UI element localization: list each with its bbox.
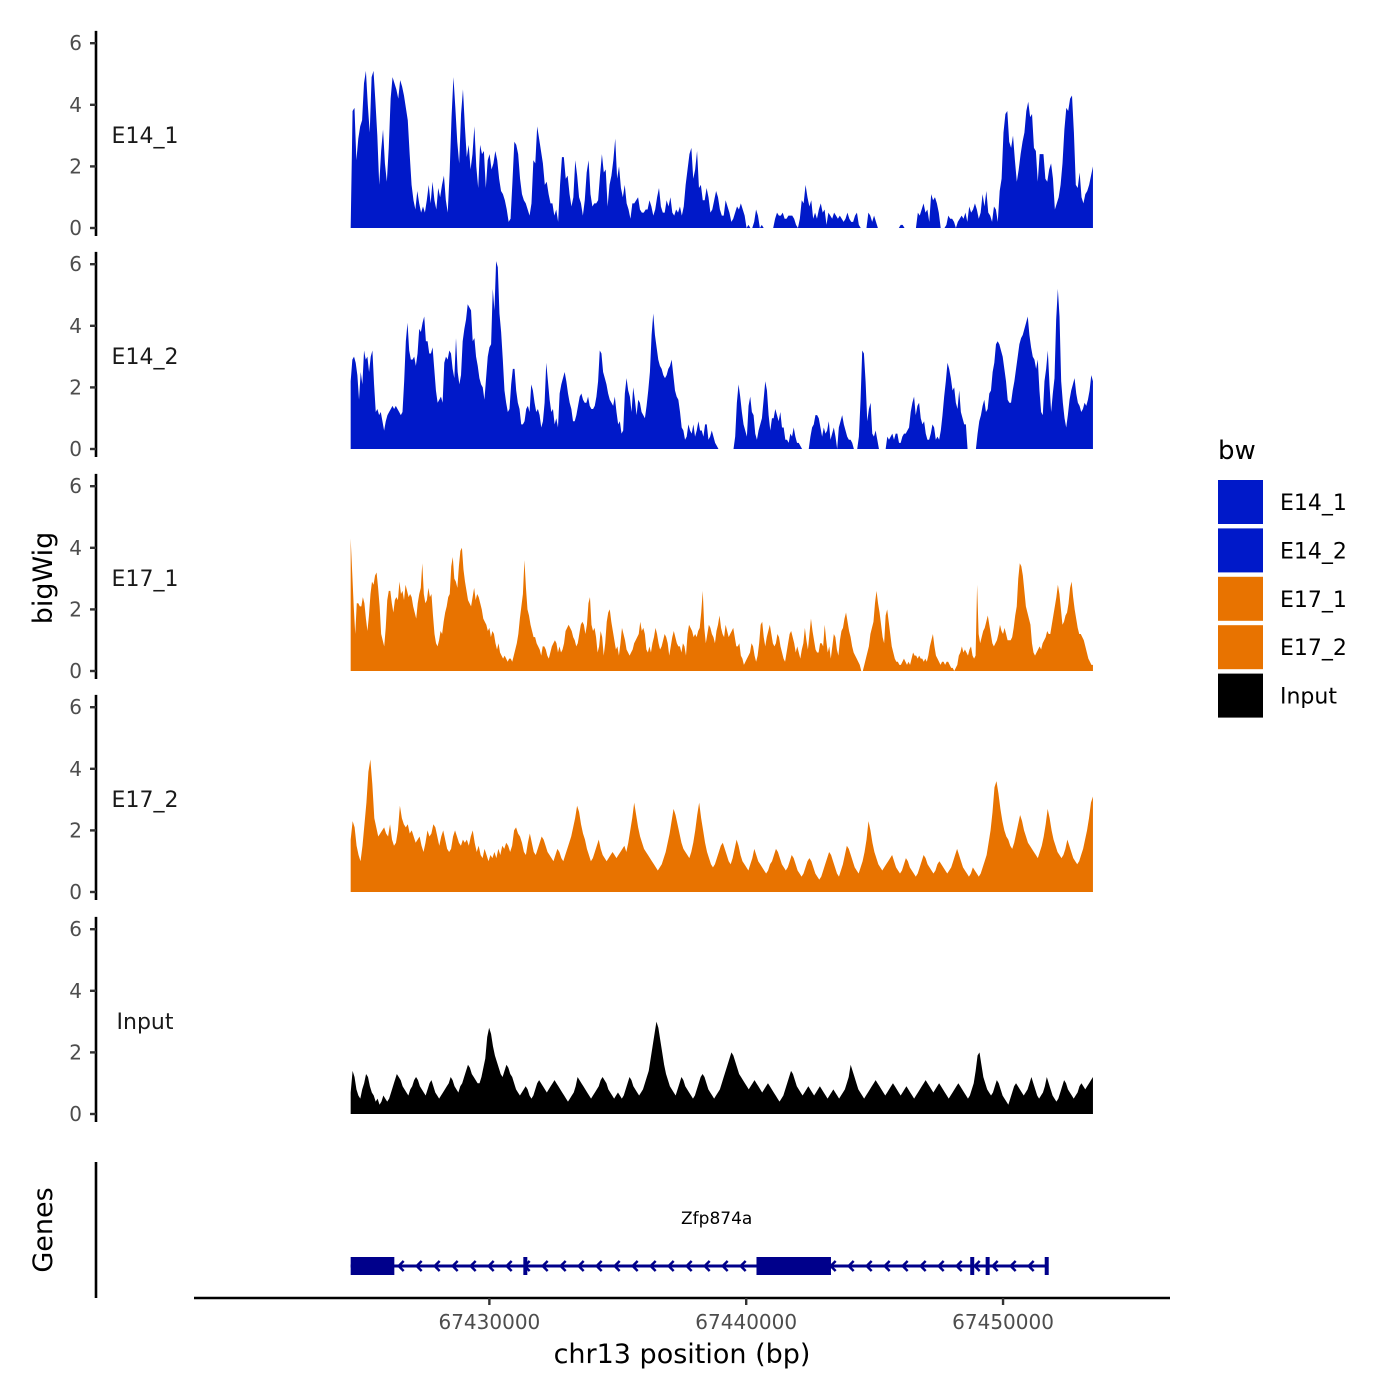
gene-exon-block: [350, 1257, 395, 1275]
gene-exon-mark: [985, 1257, 990, 1275]
legend-title: bw: [1218, 436, 1256, 466]
y-tick-label: 4: [69, 757, 82, 781]
gene-strand-arrow: [594, 1260, 603, 1272]
legend-label-E17_1: E17_1: [1280, 588, 1347, 613]
gene-strand-arrow: [720, 1260, 729, 1272]
y-tick-label: 2: [69, 597, 82, 621]
y-tick-label: 6: [69, 252, 82, 276]
y-tick-label: 4: [69, 93, 82, 117]
gene-strand-arrow: [630, 1260, 639, 1272]
legend-label-E14_2: E14_2: [1280, 539, 1347, 564]
y-tick-label: 2: [69, 1040, 82, 1064]
x-tick-label: 67440000: [695, 1310, 797, 1334]
gene-strand-arrow: [990, 1260, 999, 1272]
gene-strand-arrow: [396, 1260, 405, 1272]
x-tick-label: 67430000: [438, 1310, 540, 1334]
gene-strand-arrow: [468, 1260, 477, 1272]
legend-label-Input: Input: [1280, 685, 1337, 710]
signal-area-E14_2: [350, 261, 1093, 449]
signal-area-E17_1: [350, 538, 1093, 671]
x-axis: chr13 position (bp) 67430000 67440000 6745…: [194, 1296, 1170, 1370]
gene-exon-mark: [523, 1257, 528, 1275]
gene-strand-arrow: [864, 1260, 873, 1272]
y-tick-label: 4: [69, 979, 82, 1003]
y-tick-label: 4: [69, 314, 82, 338]
y-tick-label: 0: [69, 1102, 82, 1126]
gene-strand-arrow: [918, 1260, 927, 1272]
y-tick-label: 0: [69, 880, 82, 904]
track-label-E17_2: E17_2: [112, 788, 179, 813]
gene-strand-arrow: [702, 1260, 711, 1272]
track-E17_1: 0 2 4 6 E17_1: [69, 473, 1093, 683]
gene-strand-arrow: [486, 1260, 495, 1272]
y-tick-label: 6: [69, 31, 82, 55]
gene-strand-arrow: [1026, 1260, 1035, 1272]
gene-strand-arrow: [612, 1260, 621, 1272]
legend-label-E17_2: E17_2: [1280, 636, 1347, 661]
legend-label-E14_1: E14_1: [1280, 491, 1347, 516]
y-tick-label: 0: [69, 437, 82, 461]
gene-track: Zfp874a: [94, 1162, 1049, 1298]
genes-axis-title: Genes: [28, 1187, 59, 1272]
y-tick-label: 6: [69, 695, 82, 719]
signal-area-E17_2: [350, 759, 1093, 892]
gene-strand-arrow: [936, 1260, 945, 1272]
gene-exon-block: [756, 1257, 831, 1275]
y-tick-label: 2: [69, 818, 82, 842]
signal-area-Input: [350, 1021, 1093, 1114]
y-tick-label: 2: [69, 375, 82, 399]
y-axis-title: bigWig: [28, 532, 59, 625]
gene-exon-mark: [1044, 1257, 1049, 1275]
track-E17_2: 0 2 4 6 E17_2: [69, 694, 1093, 904]
signal-tracks: 0 2 4 6 E14_1 0 2 4 6 E14_2 0 2 4 6 E17_1 0 2 4 6 E17_2 0 2 4 6…: [69, 30, 1093, 1126]
track-E14_2: 0 2 4 6 E14_2: [69, 251, 1093, 461]
gene-strand-arrow: [972, 1260, 981, 1272]
gene-strand-arrow: [414, 1260, 423, 1272]
y-tick-label: 4: [69, 536, 82, 560]
legend-swatch-E17_1: [1218, 576, 1263, 621]
gene-strand-arrow: [738, 1260, 747, 1272]
gene-strand-arrow: [504, 1260, 513, 1272]
legend-swatch-Input: [1218, 673, 1263, 718]
track-label-E14_1: E14_1: [112, 124, 179, 149]
gene-strand-arrow: [432, 1260, 441, 1272]
gene-strand-arrow: [450, 1260, 459, 1272]
gene-strand-arrow: [576, 1260, 585, 1272]
gene-strand-arrow: [540, 1260, 549, 1272]
gene-strand-arrow: [558, 1260, 567, 1272]
y-tick-label: 2: [69, 154, 82, 178]
x-axis-title: chr13 position (bp): [554, 1339, 811, 1370]
gene-strand-arrow: [882, 1260, 891, 1272]
x-tick-label: 67450000: [952, 1310, 1054, 1334]
y-tick-label: 6: [69, 474, 82, 498]
track-Input: 0 2 4 6 Input: [69, 916, 1093, 1126]
legend-swatch-E14_1: [1218, 480, 1263, 524]
signal-area-E14_1: [350, 70, 1093, 228]
gene-strand-arrow: [1008, 1260, 1017, 1272]
gene-name-label: Zfp874a: [681, 1209, 752, 1229]
gene-exon-mark: [970, 1257, 975, 1275]
track-label-Input: Input: [117, 1010, 174, 1035]
gene-strand-arrow: [954, 1260, 963, 1272]
gene-strand-arrow: [648, 1260, 657, 1272]
y-tick-label: 0: [69, 216, 82, 240]
track-E14_1: 0 2 4 6 E14_1: [69, 30, 1093, 240]
gene-strand-arrow: [900, 1260, 909, 1272]
y-tick-label: 0: [69, 659, 82, 683]
track-label-E17_1: E17_1: [112, 567, 179, 592]
track-label-E14_2: E14_2: [112, 345, 179, 370]
gene-strand-arrow: [846, 1260, 855, 1272]
gene-strand-arrow: [684, 1260, 693, 1272]
legend-swatch-E14_2: [1218, 528, 1263, 573]
legend-swatch-E17_2: [1218, 625, 1263, 670]
gene-strand-arrow: [666, 1260, 675, 1272]
legend: bw E14_1 E14_2 E17_1 E17_2 Input: [1218, 436, 1347, 718]
y-tick-label: 6: [69, 917, 82, 941]
